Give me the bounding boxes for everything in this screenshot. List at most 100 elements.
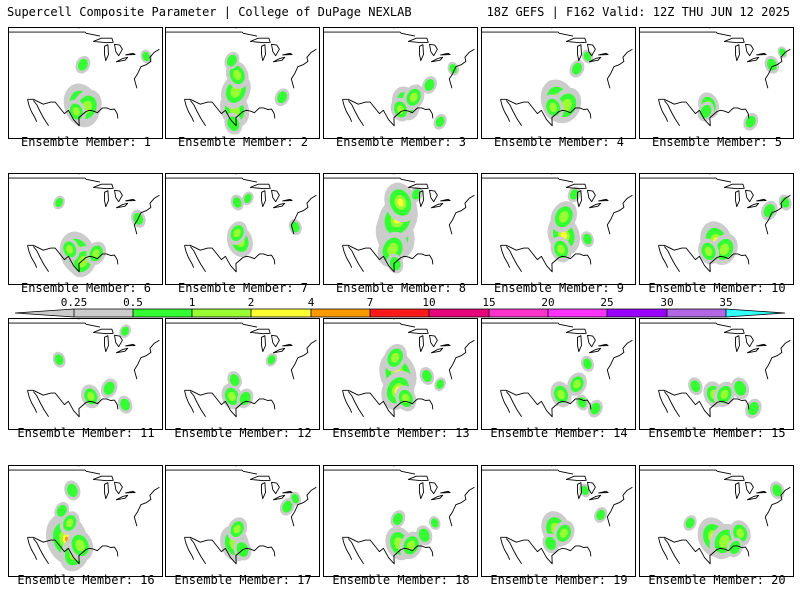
scp-field bbox=[698, 238, 720, 265]
scp-field bbox=[140, 49, 152, 64]
scp-field bbox=[383, 343, 407, 372]
ensemble-member-label: Ensemble Member: 2 bbox=[177, 135, 309, 149]
map-outline bbox=[324, 28, 477, 127]
scp-field bbox=[227, 221, 248, 245]
legend-swatch bbox=[251, 309, 311, 317]
member-map-svg bbox=[482, 466, 635, 565]
scp-field bbox=[75, 55, 91, 74]
ensemble-member-label: Ensemble Member: 14 bbox=[490, 426, 628, 440]
scp-field bbox=[390, 97, 411, 122]
member-map-svg bbox=[640, 174, 793, 273]
scp-field bbox=[761, 200, 778, 221]
ensemble-member-map bbox=[639, 27, 794, 139]
scp-field bbox=[683, 515, 697, 531]
map-outline bbox=[482, 174, 635, 273]
ensemble-member-map bbox=[639, 318, 794, 430]
page-title: Supercell Composite Parameter | College … bbox=[7, 5, 412, 19]
scp-field bbox=[288, 219, 302, 235]
ensemble-member-label: Ensemble Member: 17 bbox=[174, 573, 312, 587]
legend-tick-label: 25 bbox=[600, 296, 613, 309]
map-outline bbox=[166, 28, 319, 127]
ensemble-member-map bbox=[165, 173, 320, 285]
scp-field bbox=[777, 46, 788, 59]
member-map-svg bbox=[166, 466, 319, 565]
map-outline bbox=[166, 319, 319, 418]
color-scale-bar: 0.25 0.5 1 2 4 7 10 15 20 25 30 35 bbox=[14, 296, 786, 318]
scp-field bbox=[64, 480, 81, 501]
scp-field bbox=[697, 101, 715, 122]
legend-tick-label: 35 bbox=[719, 296, 732, 309]
legend-tick-label: 0.5 bbox=[123, 296, 143, 309]
ensemble-member-label: Ensemble Member: 5 bbox=[651, 135, 783, 149]
ensemble-member-map bbox=[165, 465, 320, 577]
scp-field bbox=[100, 378, 118, 399]
member-map-svg bbox=[482, 28, 635, 127]
member-map-svg bbox=[324, 174, 477, 274]
run-valid-time: 18Z GEFS | F162 Valid: 12Z THU JUN 12 20… bbox=[486, 5, 790, 19]
ensemble-member-label: Ensemble Member: 15 bbox=[648, 426, 786, 440]
member-map-svg bbox=[324, 319, 477, 418]
scp-field bbox=[66, 99, 87, 124]
member-map-svg bbox=[640, 319, 793, 419]
scp-field bbox=[731, 377, 750, 400]
scp-field bbox=[726, 537, 744, 558]
legend-tick-label: 4 bbox=[308, 296, 315, 309]
ensemble-member-map bbox=[481, 318, 636, 430]
scp-field bbox=[274, 88, 290, 107]
scp-field bbox=[429, 516, 441, 530]
scp-field bbox=[399, 531, 423, 560]
map-outline bbox=[640, 319, 793, 418]
ensemble-member-label: Ensemble Member: 6 bbox=[20, 281, 152, 295]
ensemble-member-map bbox=[8, 318, 163, 430]
scp-field bbox=[395, 385, 417, 412]
map-outline bbox=[324, 319, 477, 418]
member-map-svg bbox=[482, 319, 635, 418]
scp-field bbox=[745, 398, 762, 419]
scp-field bbox=[265, 352, 278, 367]
ensemble-member-map bbox=[8, 465, 163, 577]
ensemble-member-map bbox=[165, 318, 320, 430]
member-map-svg bbox=[640, 28, 793, 131]
ensemble-member-label: Ensemble Member: 11 bbox=[17, 426, 155, 440]
scp-field bbox=[743, 112, 759, 131]
scp-field bbox=[594, 507, 608, 523]
map-outline bbox=[9, 319, 162, 418]
ensemble-member-label: Ensemble Member: 12 bbox=[174, 426, 312, 440]
scp-field bbox=[713, 381, 736, 408]
legend-swatch bbox=[726, 309, 785, 317]
map-outline bbox=[9, 466, 162, 565]
scp-field bbox=[384, 182, 417, 223]
map-outline bbox=[482, 319, 635, 418]
ensemble-member-label: Ensemble Member: 1 bbox=[20, 135, 152, 149]
scp-field bbox=[567, 372, 587, 396]
scp-field bbox=[542, 94, 564, 121]
scp-field bbox=[553, 520, 575, 546]
ensemble-member-map bbox=[323, 465, 478, 577]
member-map-svg bbox=[9, 174, 162, 278]
ensemble-member-map bbox=[481, 27, 636, 139]
ensemble-member-label: Ensemble Member: 16 bbox=[17, 573, 155, 587]
scp-field bbox=[433, 113, 447, 130]
legend-swatch bbox=[133, 309, 192, 317]
scp-field bbox=[550, 236, 572, 263]
member-map-svg bbox=[166, 174, 319, 273]
ensemble-member-label: Ensemble Member: 3 bbox=[335, 135, 467, 149]
color-scale-legend: 0.25 0.5 1 2 4 7 10 15 20 25 30 35 bbox=[0, 296, 800, 320]
scp-field bbox=[542, 533, 559, 554]
scp-field bbox=[402, 84, 425, 111]
scp-field bbox=[434, 377, 446, 392]
scp-field bbox=[289, 491, 302, 506]
ensemble-member-label: Ensemble Member: 8 bbox=[335, 281, 467, 295]
scp-field bbox=[579, 483, 591, 498]
map-outline bbox=[482, 466, 635, 565]
legend-swatch bbox=[548, 309, 607, 317]
scp-field bbox=[581, 231, 594, 248]
map-outline bbox=[166, 174, 319, 273]
legend-tick-label: 7 bbox=[367, 296, 374, 309]
map-outline bbox=[9, 28, 162, 127]
map-outline bbox=[640, 28, 793, 127]
ensemble-member-label: Ensemble Member: 18 bbox=[332, 573, 470, 587]
legend-swatch bbox=[192, 309, 251, 317]
map-outline bbox=[324, 466, 477, 565]
scp-field bbox=[550, 381, 572, 408]
